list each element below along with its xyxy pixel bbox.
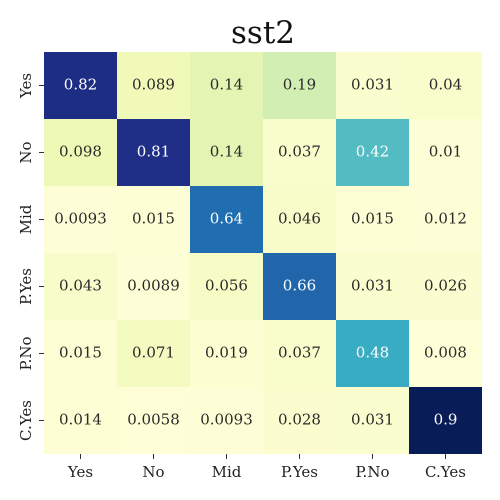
heatmap-cell: [263, 186, 336, 253]
heatmap-cell: [336, 387, 409, 454]
cell-value-label: 0.04: [429, 76, 462, 94]
x-tick-label: P.Yes: [281, 463, 318, 481]
heatmap-cell: [44, 387, 117, 454]
heatmap-cell: [44, 52, 117, 119]
heatmap-cell: [190, 387, 263, 454]
heatmap-cell: [190, 52, 263, 119]
heatmap-cell: [409, 253, 482, 320]
heatmap-cell: [409, 387, 482, 454]
cell-value-label: 0.037: [278, 344, 321, 362]
cell-value-label: 0.0089: [127, 277, 180, 295]
cell-value-label: 0.81: [137, 143, 170, 161]
heatmap-cell: [409, 320, 482, 387]
x-tick-label: C.Yes: [425, 463, 466, 481]
y-tick-label: Yes: [17, 73, 35, 99]
cell-value-label: 0.012: [424, 210, 467, 228]
heatmap-cell: [409, 186, 482, 253]
y-tick-label: P.Yes: [17, 268, 35, 305]
cell-value-label: 0.031: [351, 411, 394, 429]
cell-value-label: 0.01: [429, 143, 462, 161]
heatmap-cell: [336, 320, 409, 387]
heatmap-cell: [117, 320, 190, 387]
heatmap-cell: [263, 52, 336, 119]
cell-value-label: 0.0093: [200, 411, 253, 429]
heatmap-cell: [117, 387, 190, 454]
x-tick-label: No: [142, 463, 164, 481]
heatmap-cell: [117, 253, 190, 320]
chart-title: sst2: [231, 15, 295, 51]
cell-value-label: 0.66: [283, 277, 316, 295]
cell-value-label: 0.046: [278, 210, 321, 228]
cell-value-label: 0.031: [351, 76, 394, 94]
x-tick-label: Mid: [212, 463, 242, 481]
heatmap-cell: [117, 186, 190, 253]
cell-value-label: 0.026: [424, 277, 467, 295]
y-tick-label: Mid: [17, 204, 35, 234]
heatmap-cell: [263, 320, 336, 387]
cell-value-label: 0.043: [59, 277, 102, 295]
cell-value-label: 0.0093: [54, 210, 107, 228]
cell-value-label: 0.14: [210, 143, 243, 161]
heatmap-cell: [263, 119, 336, 186]
heatmap-cell: [117, 52, 190, 119]
heatmap-cell: [190, 253, 263, 320]
cell-value-label: 0.64: [210, 210, 243, 228]
cell-value-label: 0.071: [132, 344, 175, 362]
heatmap-cell: [117, 119, 190, 186]
cell-value-label: 0.098: [59, 143, 102, 161]
cell-value-label: 0.015: [59, 344, 102, 362]
y-tick-label: P.No: [17, 337, 35, 371]
heatmap-cell: [44, 186, 117, 253]
cell-value-label: 0.48: [356, 344, 389, 362]
heatmap-cell: [44, 253, 117, 320]
cell-value-label: 0.089: [132, 76, 175, 94]
cell-value-label: 0.056: [205, 277, 248, 295]
cell-value-label: 0.0058: [127, 411, 180, 429]
heatmap-cell: [263, 253, 336, 320]
x-tick-label: P.No: [356, 463, 390, 481]
cell-value-label: 0.015: [351, 210, 394, 228]
y-tick-label: No: [17, 141, 35, 163]
heatmap-cell: [336, 186, 409, 253]
heatmap-cell: [336, 119, 409, 186]
cell-value-label: 0.9: [434, 411, 458, 429]
cell-value-label: 0.14: [210, 76, 243, 94]
cell-value-label: 0.028: [278, 411, 321, 429]
heatmap-cell: [409, 52, 482, 119]
cell-value-label: 0.008: [424, 344, 467, 362]
cell-value-label: 0.037: [278, 143, 321, 161]
cell-value-label: 0.014: [59, 411, 102, 429]
cell-value-label: 0.82: [64, 76, 97, 94]
heatmap-cell: [44, 119, 117, 186]
heatmap-cell: [263, 387, 336, 454]
heatmap-cell: [190, 186, 263, 253]
y-tick-label: C.Yes: [17, 400, 35, 441]
heatmap-cell: [190, 320, 263, 387]
heatmap-cell: [409, 119, 482, 186]
cell-value-label: 0.015: [132, 210, 175, 228]
cell-value-label: 0.031: [351, 277, 394, 295]
cell-value-label: 0.19: [283, 76, 316, 94]
cell-value-label: 0.42: [356, 143, 389, 161]
heatmap-cell: [336, 52, 409, 119]
cell-value-label: 0.019: [205, 344, 248, 362]
heatmap-cell: [336, 253, 409, 320]
heatmap-cell: [44, 320, 117, 387]
x-tick-label: Yes: [67, 463, 93, 481]
heatmap-cell: [190, 119, 263, 186]
